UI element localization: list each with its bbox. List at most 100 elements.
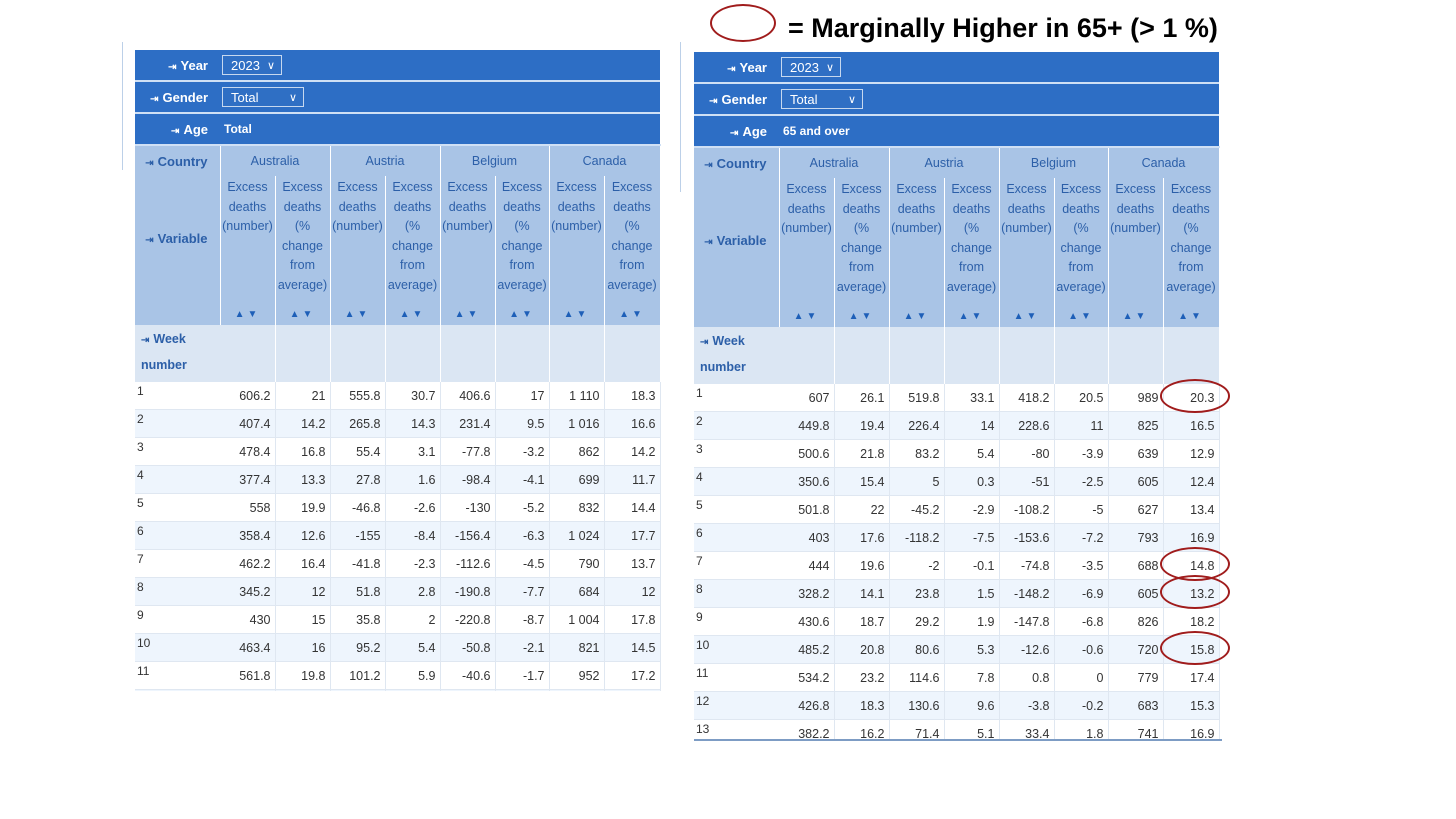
sort-up-down-icon[interactable]: ▲▼ (903, 310, 930, 322)
value-cell: 16.5 (1163, 411, 1220, 440)
sort-up-down-icon[interactable]: ▲▼ (1178, 310, 1204, 322)
week-number-cell: 8 (135, 577, 220, 606)
week-number-cell: 7 (694, 551, 779, 580)
sort-up-down-icon[interactable]: ▲▼ (289, 308, 316, 320)
value-cell: 561.8 (220, 661, 276, 690)
value-cell: 1.5 (944, 579, 1000, 608)
sort-up-down-icon[interactable]: ▲▼ (563, 308, 590, 320)
value-cell: 9.6 (944, 691, 1000, 720)
table-row: 11 534.2 23.2 114.6 7.8 0.8 0 779 17.4 (694, 663, 1220, 692)
week-number-cell: 1 (135, 382, 220, 410)
value-cell: 226.4 (889, 411, 945, 440)
variable-header-number: Excess deaths (number) (549, 176, 605, 300)
sort-up-down-icon[interactable]: ▲▼ (454, 308, 481, 320)
gender-select[interactable]: Total ∨ (781, 89, 863, 109)
country-header[interactable]: Australia (220, 145, 331, 176)
year-select[interactable]: 2023 ∨ (222, 55, 282, 75)
sort-up-down-icon[interactable]: ▲▼ (234, 308, 261, 320)
country-header[interactable]: Belgium (440, 145, 550, 176)
pin-arrow-icon[interactable]: ⇥ (704, 236, 713, 248)
value-cell: 265.8 (330, 409, 386, 438)
value-cell: 21.8 (834, 439, 890, 468)
value-cell: -51 (999, 467, 1055, 496)
value-cell: 20.8 (834, 635, 890, 664)
pin-arrow-icon[interactable]: ⇥ (704, 159, 713, 171)
country-row: ⇥ Country Australia Austria Belgium Canada (135, 145, 661, 176)
week-number-cell: 4 (135, 465, 220, 494)
chevron-down-icon: ∨ (266, 59, 275, 72)
sort-up-down-icon[interactable]: ▲▼ (399, 308, 426, 320)
value-cell: 1.6 (385, 465, 441, 494)
sort-up-down-icon[interactable]: ▲▼ (1122, 310, 1149, 322)
value-cell: -0.1 (944, 551, 1000, 580)
value-cell: 627 (1108, 495, 1164, 524)
value-cell: -3.2 (495, 437, 550, 466)
value-cell: 2 (385, 605, 441, 634)
table-row: 6 358.4 12.6 -155 -8.4 -156.4 -6.3 1 024 17.7 (135, 521, 661, 550)
week-number-cell: 1 (694, 384, 779, 412)
week-label: ⇥ Week number (694, 327, 779, 384)
table-row: 13 382.2 16.2 71.4 5.1 33.4 1.8 741 16.9 (694, 719, 1220, 739)
value-cell: 462.2 (220, 549, 276, 578)
country-header[interactable]: Australia (779, 147, 890, 178)
gender-select[interactable]: Total ∨ (222, 87, 304, 107)
value-cell: 16.8 (275, 437, 331, 466)
sort-up-down-icon[interactable]: ▲▼ (344, 308, 371, 320)
value-cell: 17 (495, 382, 550, 410)
year-select[interactable]: 2023 ∨ (781, 57, 841, 77)
country-header[interactable]: Canada (549, 145, 661, 176)
pin-arrow-icon[interactable]: ⇥ (141, 335, 150, 346)
pin-arrow-icon[interactable]: ⇥ (700, 337, 709, 348)
table-row: 12445.415.5159.610-69.2-387615.9 (135, 689, 661, 691)
value-cell: -3 (495, 689, 550, 691)
pin-arrow-icon[interactable]: ⇥ (145, 157, 154, 169)
value-cell: 534.2 (779, 663, 835, 692)
value-cell: 5.9 (385, 661, 441, 690)
pin-arrow-icon[interactable]: ⇥ (150, 93, 159, 105)
value-cell: 826 (1108, 607, 1164, 636)
value-cell: 33.4 (999, 719, 1055, 739)
value-cell: 11.7 (604, 465, 661, 494)
week-header-row: ⇥ Week number (694, 327, 1220, 384)
country-row: ⇥ Country Australia Austria Belgium Canada (694, 147, 1220, 178)
value-cell: -77.8 (440, 437, 496, 466)
country-header[interactable]: Belgium (999, 147, 1109, 178)
age-label: ⇥ Age (135, 113, 220, 146)
value-cell: -2.6 (385, 493, 441, 522)
sort-up-down-icon[interactable]: ▲▼ (958, 310, 985, 322)
value-cell: 83.2 (889, 439, 945, 468)
value-cell: -74.8 (999, 551, 1055, 580)
value-cell: 350.6 (779, 467, 835, 496)
pin-arrow-icon[interactable]: ⇥ (171, 125, 180, 137)
value-cell: 720 (1108, 635, 1164, 664)
pin-arrow-icon[interactable]: ⇥ (168, 61, 177, 73)
right-data-table: ⇥ Year 2023 ∨ ⇥ Gender Total ∨ ⇥ Age 65 and over ⇥ C… (694, 52, 1220, 739)
sort-row: ▲▼ ▲▼ ▲▼ ▲▼ ▲▼ ▲▼ ▲▼ ▲▼ (135, 300, 661, 325)
sort-up-down-icon[interactable]: ▲▼ (509, 308, 535, 320)
country-header[interactable]: Canada (1108, 147, 1220, 178)
sort-up-down-icon[interactable]: ▲▼ (848, 310, 875, 322)
value-cell: 19.8 (275, 661, 331, 690)
sort-up-down-icon[interactable]: ▲▼ (793, 310, 820, 322)
country-header[interactable]: Austria (889, 147, 1000, 178)
value-cell: -0.6 (1054, 635, 1109, 664)
value-cell: 688 (1108, 551, 1164, 580)
value-cell: 26.1 (834, 384, 890, 412)
sort-up-down-icon[interactable]: ▲▼ (1068, 310, 1094, 322)
value-cell: 19.4 (834, 411, 890, 440)
country-header[interactable]: Austria (330, 145, 441, 176)
pin-arrow-icon[interactable]: ⇥ (730, 127, 739, 139)
pin-arrow-icon[interactable]: ⇥ (145, 234, 154, 246)
value-cell: 430 (220, 605, 276, 634)
legend-text: = Marginally Higher in 65+ (> 1 %) (788, 13, 1218, 43)
sort-up-down-icon[interactable]: ▲▼ (619, 308, 645, 320)
value-cell: 0 (1054, 663, 1109, 692)
value-cell: 12 (275, 577, 331, 606)
pin-arrow-icon[interactable]: ⇥ (709, 95, 718, 107)
sort-up-down-icon[interactable]: ▲▼ (1013, 310, 1040, 322)
value-cell: 0.8 (999, 663, 1055, 692)
value-cell: 23.8 (889, 579, 945, 608)
value-cell: 605 (1108, 579, 1164, 608)
pin-arrow-icon[interactable]: ⇥ (727, 63, 736, 75)
chevron-down-icon: ∨ (847, 93, 856, 106)
